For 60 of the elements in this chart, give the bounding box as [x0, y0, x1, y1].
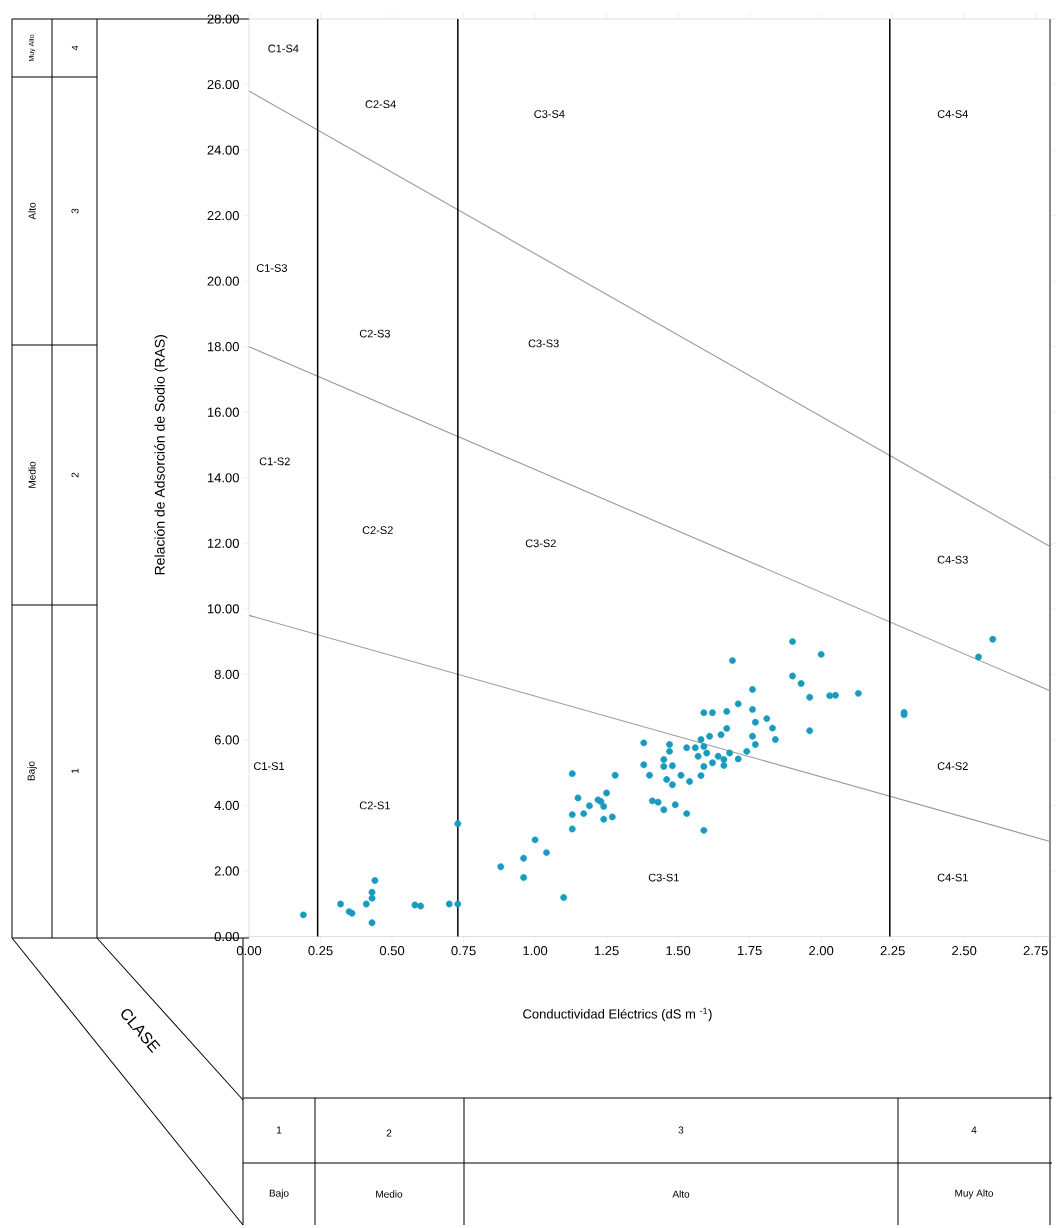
annotation: C1-S3 [256, 264, 287, 272]
text: 3 [678, 1126, 684, 1134]
y-tick-label: 26.00 [207, 79, 239, 90]
y-tick-label: 22.00 [207, 210, 239, 221]
y-tick-label: 18.00 [207, 342, 239, 352]
text: Alto [28, 202, 36, 220]
x-tick-label: 2.50 [952, 946, 977, 956]
text: 2 [386, 1129, 392, 1137]
y-tick-label: 20.00 [207, 276, 239, 286]
y-tick-label: 0.00 [214, 931, 239, 942]
y-tick-label: 14.00 [207, 473, 239, 483]
text: 4 [71, 45, 79, 51]
annotation: C2-S4 [365, 100, 396, 109]
annotation: C1-S1 [254, 762, 285, 770]
annotation: C2-S2 [362, 526, 393, 535]
x-tick-label: 2.25 [880, 946, 905, 956]
y-axis-title: Relación de Adsorción de Sodio (RAS) [154, 335, 168, 575]
annotation: C2-S3 [359, 329, 390, 338]
annotation: C3-S4 [534, 110, 565, 118]
text: 3 [71, 208, 79, 214]
text: Bajo [27, 761, 37, 781]
annotation: C2-S1 [359, 801, 390, 810]
y-tick-label: 4.00 [214, 800, 239, 811]
text: Alto [672, 1190, 690, 1198]
x-tick-label: 1.75 [737, 946, 762, 956]
annotation: C3-S3 [528, 339, 559, 348]
x-tick-label: 0.25 [308, 946, 333, 956]
text: Bajo [269, 1189, 289, 1199]
annotation: C3-S2 [525, 539, 556, 548]
text: 2 [71, 472, 79, 478]
y-tick-label: 12.00 [207, 538, 239, 548]
y-tick-label: 10.00 [207, 604, 239, 614]
y-tick-label: 6.00 [214, 735, 239, 745]
text: Medio [28, 461, 36, 488]
annotation: C4-S2 [937, 762, 968, 770]
x-axis-title: Conductividad Eléctrics (dS m $^{-1}$) [523, 1007, 712, 1022]
text: Medio [376, 1190, 403, 1198]
x-tick-label: 1.50 [666, 946, 691, 956]
annotation: C4-S3 [937, 555, 968, 564]
annotation: C3-S1 [648, 873, 679, 882]
text: 4 [971, 1126, 977, 1134]
x-tick-label: 2.00 [809, 946, 834, 956]
y-tick-label: 8.00 [214, 669, 239, 679]
x-tick-label: 2.75 [1023, 946, 1048, 956]
y-tick-label: 16.00 [207, 407, 239, 417]
x-tick-label: 0.00 [236, 946, 262, 956]
text: 1 [71, 768, 79, 774]
x-tick-label: 1.00 [523, 946, 548, 956]
text: 1 [276, 1126, 282, 1134]
annotation: C4-S4 [937, 110, 968, 118]
y-tick-label: 2.00 [214, 866, 239, 876]
annotation: C1-S2 [259, 457, 290, 466]
y-tick-label: 28.00 [207, 14, 239, 24]
x-tick-label: 0.50 [379, 946, 405, 956]
annotation: C4-S1 [937, 873, 968, 882]
text: Muy Alto [955, 1189, 994, 1199]
annotation: C1-S4 [268, 44, 299, 53]
y-tick-label: 24.00 [207, 145, 239, 155]
x-tick-label: 0.75 [451, 946, 476, 956]
x-tick-label: 1.25 [594, 946, 619, 956]
